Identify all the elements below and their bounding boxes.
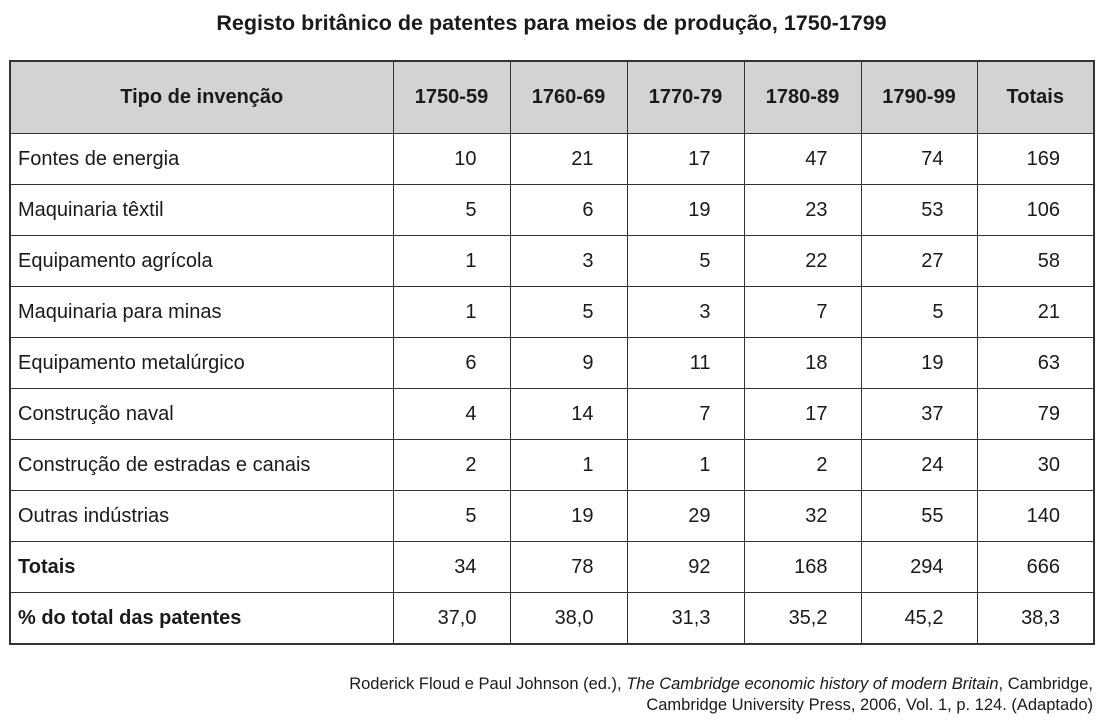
value-cell: 2 — [392, 439, 510, 491]
value-cell: 294 — [860, 541, 977, 593]
column-header-1750-59: 1750-59 — [392, 61, 510, 134]
value-cell: 106 — [976, 184, 1094, 236]
value-cell: 55 — [860, 490, 977, 542]
source-book-title: The Cambridge economic history of modern… — [626, 675, 999, 693]
table-row: Outras indústrias 5 19 29 32 55 140 — [9, 490, 1094, 542]
value-cell: 58 — [976, 235, 1094, 287]
table-row: Maquinaria para minas 1 5 3 7 5 21 — [9, 286, 1094, 338]
value-cell: 74 — [860, 133, 977, 185]
value-cell: 1 — [392, 235, 510, 287]
table-row: Construção de estradas e canais 2 1 1 2 24 30 — [9, 439, 1094, 491]
value-cell: 92 — [626, 541, 744, 593]
value-cell: 30 — [976, 439, 1094, 491]
value-cell: 17 — [626, 133, 744, 185]
row-label-cell: Maquinaria têxtil — [9, 184, 393, 236]
value-cell: 32 — [743, 490, 861, 542]
patents-table: Tipo de invenção 1750-59 1760-69 1770-79… — [9, 60, 1095, 645]
table-row: Maquinaria têxtil 5 6 19 23 53 106 — [9, 184, 1094, 236]
value-cell: 3 — [626, 286, 744, 338]
value-cell: 45,2 — [860, 592, 977, 645]
value-cell: 35,2 — [743, 592, 861, 645]
value-cell: 19 — [626, 184, 744, 236]
table-header-row: Tipo de invenção 1750-59 1760-69 1770-79… — [9, 61, 1094, 134]
table-row: Equipamento agrícola 1 3 5 22 27 58 — [9, 235, 1094, 287]
value-cell: 63 — [976, 337, 1094, 389]
value-cell: 1 — [626, 439, 744, 491]
value-cell: 24 — [860, 439, 977, 491]
value-cell: 17 — [743, 388, 861, 440]
table-row: Fontes de energia 10 21 17 47 74 169 — [9, 133, 1094, 185]
row-label-cell: Outras indústrias — [9, 490, 393, 542]
source-line-1: Roderick Floud e Paul Johnson (ed.), The… — [349, 674, 1093, 695]
value-cell: 6 — [392, 337, 510, 389]
value-cell: 31,3 — [626, 592, 744, 645]
column-header-1760-69: 1760-69 — [509, 61, 627, 134]
value-cell: 23 — [743, 184, 861, 236]
value-cell: 38,3 — [976, 592, 1094, 645]
value-cell: 666 — [976, 541, 1094, 593]
value-cell: 14 — [509, 388, 627, 440]
value-cell: 5 — [392, 184, 510, 236]
row-label-cell: Construção naval — [9, 388, 393, 440]
row-label-cell: Equipamento agrícola — [9, 235, 393, 287]
value-cell: 5 — [860, 286, 977, 338]
value-cell: 19 — [509, 490, 627, 542]
value-cell: 21 — [509, 133, 627, 185]
row-label-cell: Maquinaria para minas — [9, 286, 393, 338]
column-header-1780-89: 1780-89 — [743, 61, 861, 134]
table-row: Equipamento metalúrgico 6 9 11 18 19 63 — [9, 337, 1094, 389]
value-cell: 38,0 — [509, 592, 627, 645]
value-cell: 7 — [743, 286, 861, 338]
column-header-type: Tipo de invenção — [9, 61, 393, 134]
value-cell: 140 — [976, 490, 1094, 542]
value-cell: 2 — [743, 439, 861, 491]
value-cell: 37,0 — [392, 592, 510, 645]
value-cell: 22 — [743, 235, 861, 287]
value-cell: 4 — [392, 388, 510, 440]
value-cell: 9 — [509, 337, 627, 389]
source-publisher-city: , Cambridge, — [998, 675, 1093, 693]
value-cell: 34 — [392, 541, 510, 593]
value-cell: 169 — [976, 133, 1094, 185]
table-row: Construção naval 4 14 7 17 37 79 — [9, 388, 1094, 440]
source-line-2: Cambridge University Press, 2006, Vol. 1… — [646, 696, 1093, 714]
value-cell: 11 — [626, 337, 744, 389]
value-cell: 5 — [509, 286, 627, 338]
value-cell: 19 — [860, 337, 977, 389]
value-cell: 1 — [509, 439, 627, 491]
value-cell: 18 — [743, 337, 861, 389]
value-cell: 37 — [860, 388, 977, 440]
table-row: % do total das patentes 37,0 38,0 31,3 35,2 4… — [9, 592, 1094, 645]
value-cell: 47 — [743, 133, 861, 185]
value-cell: 7 — [626, 388, 744, 440]
table-row: Totais 34 78 92 168 294 666 — [9, 541, 1094, 593]
value-cell: 1 — [392, 286, 510, 338]
value-cell: 78 — [509, 541, 627, 593]
row-label-cell: Equipamento metalúrgico — [9, 337, 393, 389]
row-label-cell: % do total das patentes — [9, 592, 393, 645]
value-cell: 5 — [626, 235, 744, 287]
value-cell: 21 — [976, 286, 1094, 338]
row-label-cell: Totais — [9, 541, 393, 593]
value-cell: 53 — [860, 184, 977, 236]
value-cell: 3 — [509, 235, 627, 287]
source-citation: Roderick Floud e Paul Johnson (ed.), The… — [349, 674, 1093, 716]
row-label-cell: Construção de estradas e canais — [9, 439, 393, 491]
value-cell: 79 — [976, 388, 1094, 440]
page-title: Registo britânico de patentes para meios… — [216, 11, 887, 35]
value-cell: 27 — [860, 235, 977, 287]
row-label-cell: Fontes de energia — [9, 133, 393, 185]
source-authors: Roderick Floud e Paul Johnson (ed.), — [349, 675, 627, 693]
column-header-totals: Totais — [976, 61, 1094, 134]
value-cell: 10 — [392, 133, 510, 185]
column-header-1770-79: 1770-79 — [626, 61, 744, 134]
value-cell: 29 — [626, 490, 744, 542]
column-header-1790-99: 1790-99 — [860, 61, 977, 134]
value-cell: 168 — [743, 541, 861, 593]
value-cell: 6 — [509, 184, 627, 236]
value-cell: 5 — [392, 490, 510, 542]
